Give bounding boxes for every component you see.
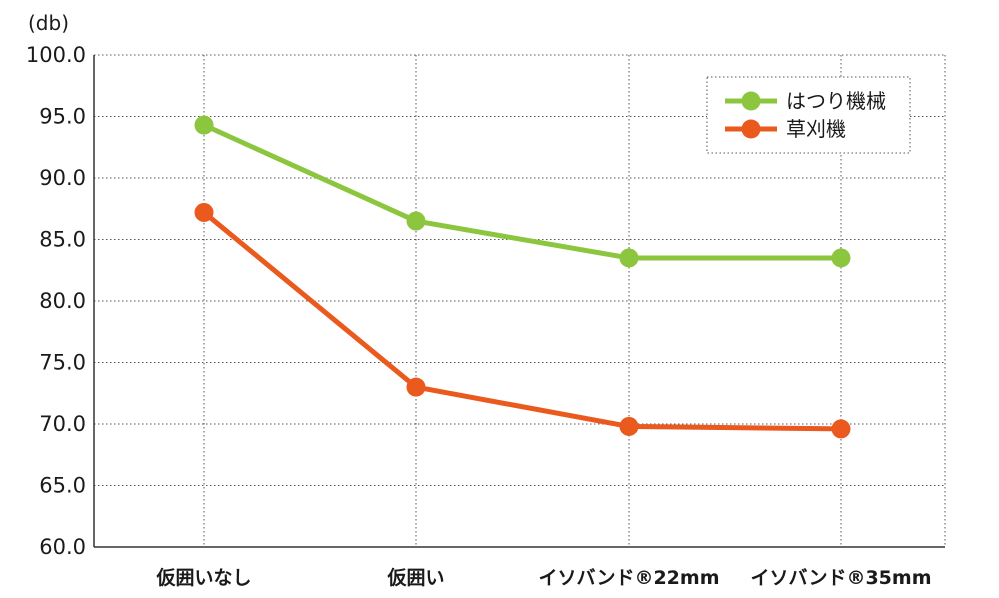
- data-point: [194, 202, 214, 222]
- axes: [93, 55, 945, 548]
- legend-label: 草刈機: [786, 117, 846, 141]
- x-tick-label: 仮囲いなし: [155, 566, 251, 589]
- data-point: [619, 248, 639, 268]
- x-axis-ticks: 仮囲いなし 仮囲い イソバンド®22mm イソバンド®35mm: [155, 566, 931, 589]
- x-tick-label: 仮囲い: [386, 566, 444, 589]
- y-tick-label: 90.0: [39, 166, 86, 190]
- y-tick-label: 80.0: [39, 289, 86, 313]
- legend-box: [706, 76, 911, 154]
- data-point: [194, 115, 214, 135]
- data-point: [831, 248, 851, 268]
- x-tick-label: イソバンド®22mm: [539, 567, 720, 589]
- data-point: [406, 377, 426, 397]
- y-tick-label: 95.0: [39, 105, 86, 129]
- data-point: [406, 211, 426, 231]
- legend-swatch-marker: [741, 119, 761, 139]
- y-tick-label: 100.0: [26, 43, 86, 67]
- y-tick-label: 60.0: [39, 535, 86, 559]
- series-line: [202, 210, 842, 432]
- y-tick-label: 65.0: [39, 474, 86, 498]
- y-tick-label: 85.0: [39, 228, 86, 252]
- y-axis-ticks: 60.0 65.0 70.0 75.0 80.0 85.0 90.0 95.0 100.0: [26, 43, 86, 559]
- legend-label: はつり機械: [786, 89, 886, 113]
- y-tick-label: 70.0: [39, 412, 86, 436]
- y-axis-unit-label: (db): [28, 11, 69, 35]
- data-point: [831, 419, 851, 439]
- series-group: [194, 115, 851, 439]
- data-point: [619, 416, 639, 436]
- series-line: [202, 122, 841, 261]
- y-tick-label: 75.0: [39, 351, 86, 375]
- x-tick-label: イソバンド®35mm: [751, 567, 932, 589]
- legend-swatch-marker: [741, 91, 761, 111]
